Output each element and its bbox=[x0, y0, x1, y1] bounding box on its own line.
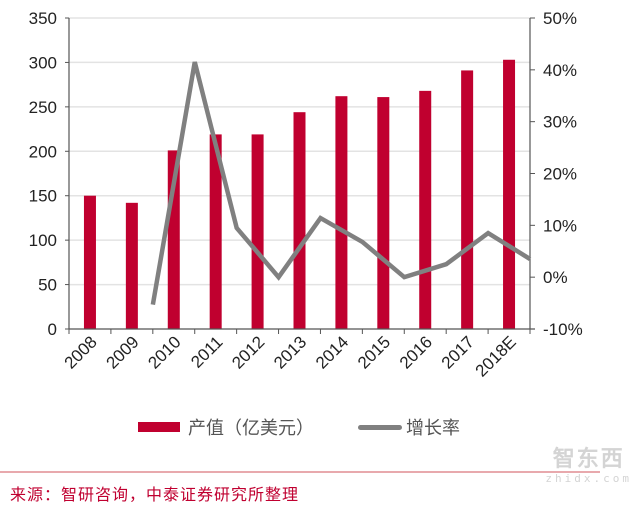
left-tick-label: 300 bbox=[29, 53, 57, 72]
bar bbox=[125, 202, 138, 329]
x-tick-label: 2014 bbox=[312, 332, 352, 372]
bar bbox=[209, 134, 222, 329]
bar-swatch-icon bbox=[138, 422, 180, 432]
legend-label-growth-rate: 增长率 bbox=[406, 418, 460, 439]
bar bbox=[293, 112, 306, 329]
right-tick-label: -10% bbox=[543, 320, 583, 339]
x-axis-labels: 2008 2009 2010 2011 2012 2013 2014 2015 2016 2017… bbox=[61, 332, 520, 380]
right-tick-label: 20% bbox=[543, 165, 577, 184]
watermark-cn: 智东西 bbox=[552, 447, 625, 472]
left-tick-label: 100 bbox=[29, 231, 57, 250]
right-tick-label: 30% bbox=[543, 113, 577, 132]
bar bbox=[335, 96, 348, 330]
line-swatch-icon bbox=[358, 424, 402, 430]
bar bbox=[251, 134, 264, 329]
bar bbox=[461, 70, 474, 329]
right-axis-labels: -10% 0% 10% 20% 30% 40% 50% bbox=[543, 9, 583, 339]
x-tick-label: 2008 bbox=[61, 332, 101, 372]
watermark-en: zhidx.com bbox=[545, 472, 632, 485]
left-tick-label: 0 bbox=[48, 320, 57, 339]
x-tick-label: 2010 bbox=[144, 332, 184, 372]
legend: 产值（亿美元） 增长率 bbox=[138, 414, 504, 440]
source-divider bbox=[0, 471, 600, 473]
x-tick-label: 2013 bbox=[270, 332, 310, 372]
bar bbox=[83, 195, 96, 329]
line-series bbox=[150, 61, 532, 306]
legend-item-output-value: 产值（亿美元） bbox=[138, 414, 314, 440]
legend-item-growth-rate: 增长率 bbox=[358, 414, 460, 440]
left-tick-label: 250 bbox=[29, 98, 57, 117]
bar bbox=[503, 59, 516, 330]
axes bbox=[65, 17, 535, 334]
bar bbox=[377, 97, 390, 329]
right-tick-label: 0% bbox=[543, 268, 568, 287]
x-tick-label: 2015 bbox=[354, 332, 394, 372]
bar bbox=[419, 90, 432, 329]
left-tick-label: 200 bbox=[29, 142, 57, 161]
bar-series bbox=[83, 59, 516, 330]
right-tick-label: 50% bbox=[543, 9, 577, 28]
right-tick-label: 40% bbox=[543, 61, 577, 80]
source-note: 来源：智研咨询，中泰证券研究所整理 bbox=[10, 485, 300, 504]
growth-rate-line bbox=[150, 61, 532, 306]
legend-label-output-value: 产值（亿美元） bbox=[188, 418, 314, 439]
left-tick-label: 50 bbox=[38, 276, 57, 295]
left-tick-label: 350 bbox=[29, 9, 57, 28]
left-axis-labels: 0 50 100 150 200 250 300 350 bbox=[29, 9, 57, 339]
right-tick-label: 10% bbox=[543, 216, 577, 235]
x-tick-label: 2009 bbox=[103, 332, 143, 372]
left-tick-label: 150 bbox=[29, 187, 57, 206]
x-tick-label: 2011 bbox=[187, 332, 226, 371]
watermark: 智东西 zhidx.com bbox=[545, 448, 632, 486]
x-tick-label: 2018E bbox=[472, 332, 520, 380]
x-tick-label: 2012 bbox=[228, 332, 268, 372]
x-tick-label: 2016 bbox=[396, 332, 436, 372]
